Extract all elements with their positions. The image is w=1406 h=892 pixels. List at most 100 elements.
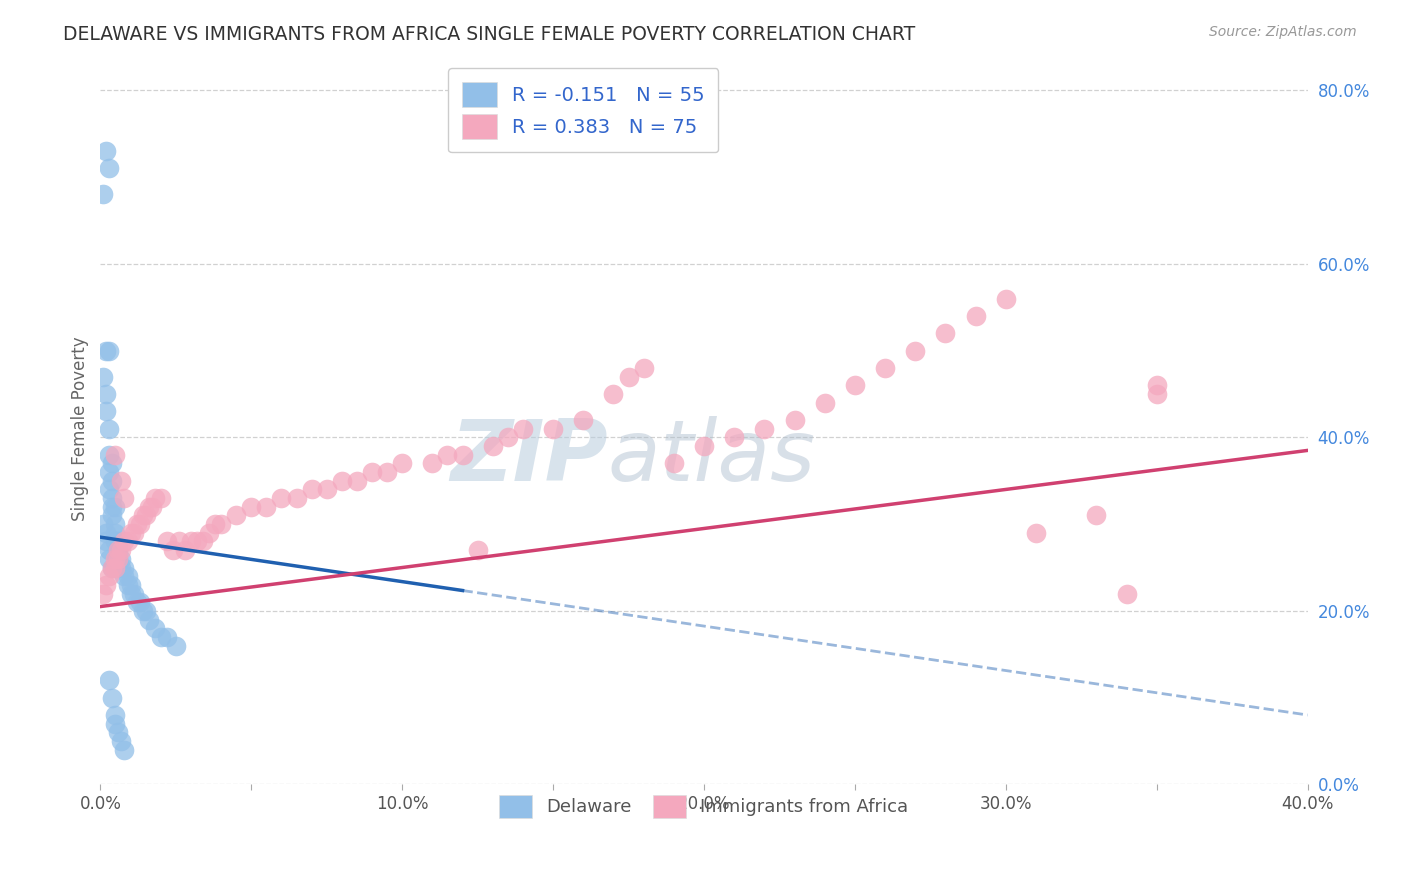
Point bbox=[617, 369, 640, 384]
Point bbox=[1146, 387, 1168, 401]
Point bbox=[125, 595, 148, 609]
Point bbox=[167, 534, 190, 549]
Point bbox=[107, 552, 129, 566]
Point bbox=[104, 560, 127, 574]
Point bbox=[125, 517, 148, 532]
Point bbox=[117, 578, 139, 592]
Point bbox=[98, 543, 121, 558]
Point bbox=[98, 552, 121, 566]
Point bbox=[436, 448, 458, 462]
Point bbox=[141, 500, 163, 514]
Point bbox=[965, 309, 987, 323]
Point bbox=[104, 534, 127, 549]
Text: Source: ZipAtlas.com: Source: ZipAtlas.com bbox=[1209, 25, 1357, 39]
Point bbox=[101, 474, 124, 488]
Point bbox=[122, 525, 145, 540]
Point bbox=[1085, 508, 1108, 523]
Point bbox=[104, 517, 127, 532]
Point bbox=[135, 508, 157, 523]
Point bbox=[101, 500, 124, 514]
Point bbox=[104, 708, 127, 723]
Point bbox=[98, 483, 121, 497]
Point bbox=[180, 534, 202, 549]
Point bbox=[138, 500, 160, 514]
Point bbox=[110, 734, 132, 748]
Point bbox=[98, 422, 121, 436]
Point bbox=[96, 578, 118, 592]
Point bbox=[135, 604, 157, 618]
Point bbox=[107, 543, 129, 558]
Point bbox=[315, 483, 337, 497]
Point bbox=[93, 517, 115, 532]
Point bbox=[114, 560, 136, 574]
Point bbox=[1115, 586, 1137, 600]
Point bbox=[225, 508, 247, 523]
Point bbox=[602, 387, 624, 401]
Point bbox=[162, 543, 184, 558]
Point bbox=[107, 725, 129, 739]
Point bbox=[330, 474, 353, 488]
Point bbox=[149, 630, 172, 644]
Point bbox=[481, 439, 503, 453]
Point bbox=[451, 448, 474, 462]
Point bbox=[186, 534, 208, 549]
Point bbox=[173, 543, 195, 558]
Point bbox=[98, 673, 121, 688]
Point bbox=[204, 517, 226, 532]
Point bbox=[240, 500, 263, 514]
Point bbox=[361, 465, 384, 479]
Point bbox=[101, 690, 124, 705]
Point bbox=[572, 413, 595, 427]
Point bbox=[934, 326, 956, 341]
Point bbox=[128, 517, 150, 532]
Point bbox=[844, 378, 866, 392]
Point bbox=[122, 586, 145, 600]
Point bbox=[156, 630, 179, 644]
Point bbox=[101, 491, 124, 505]
Text: DELAWARE VS IMMIGRANTS FROM AFRICA SINGLE FEMALE POVERTY CORRELATION CHART: DELAWARE VS IMMIGRANTS FROM AFRICA SINGL… bbox=[63, 25, 915, 44]
Point bbox=[98, 465, 121, 479]
Text: atlas: atlas bbox=[607, 416, 815, 499]
Point bbox=[93, 187, 115, 202]
Text: ZIP: ZIP bbox=[450, 416, 607, 499]
Point bbox=[101, 508, 124, 523]
Point bbox=[110, 474, 132, 488]
Point bbox=[285, 491, 308, 505]
Point bbox=[754, 422, 776, 436]
Point bbox=[96, 343, 118, 358]
Point bbox=[131, 508, 153, 523]
Point bbox=[101, 560, 124, 574]
Point bbox=[104, 552, 127, 566]
Point bbox=[165, 639, 187, 653]
Point bbox=[254, 500, 277, 514]
Point bbox=[391, 457, 413, 471]
Point bbox=[98, 343, 121, 358]
Point bbox=[117, 534, 139, 549]
Point bbox=[143, 621, 166, 635]
Point bbox=[101, 560, 124, 574]
Point bbox=[904, 343, 927, 358]
Point bbox=[107, 543, 129, 558]
Y-axis label: Single Female Poverty: Single Female Poverty bbox=[72, 336, 89, 521]
Point bbox=[93, 586, 115, 600]
Point bbox=[1146, 378, 1168, 392]
Point bbox=[120, 586, 142, 600]
Point bbox=[110, 552, 132, 566]
Point bbox=[104, 448, 127, 462]
Point bbox=[131, 604, 153, 618]
Point bbox=[96, 387, 118, 401]
Point bbox=[512, 422, 534, 436]
Point bbox=[114, 491, 136, 505]
Point bbox=[693, 439, 716, 453]
Point bbox=[114, 569, 136, 583]
Point bbox=[96, 534, 118, 549]
Point bbox=[104, 716, 127, 731]
Point bbox=[496, 430, 519, 444]
Point bbox=[98, 161, 121, 176]
Point bbox=[104, 525, 127, 540]
Point bbox=[198, 525, 221, 540]
Point bbox=[107, 552, 129, 566]
Point bbox=[107, 534, 129, 549]
Point bbox=[633, 361, 655, 376]
Point bbox=[117, 569, 139, 583]
